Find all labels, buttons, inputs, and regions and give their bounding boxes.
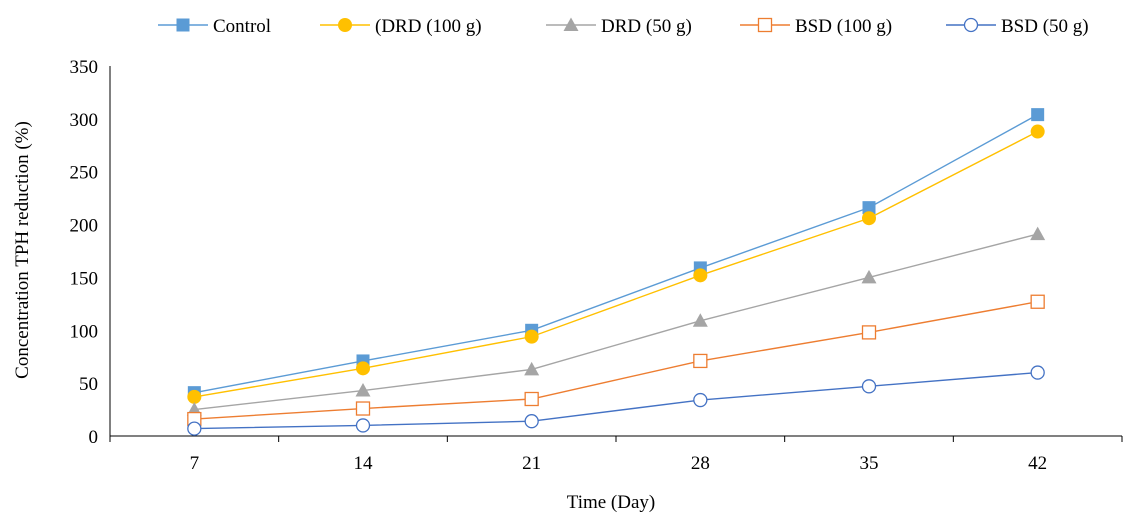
legend-label: (DRD (100 g) [375,16,482,37]
x-tick-label: 14 [354,453,374,474]
legend: Control (DRD (100 g) DRD (50 g) BSD (100 g)… [158,16,1089,37]
data-point [1031,108,1045,122]
series-line [194,130,1038,398]
legend-label: Control [213,16,271,37]
series-line [194,233,1038,411]
series-1 [187,124,1045,404]
series-line [194,371,1038,430]
data-point [524,361,540,376]
data-point [862,201,876,215]
legend-marker [338,18,352,32]
series-0 [187,108,1045,400]
data-point [693,392,708,408]
data-point [356,361,370,376]
data-point [524,329,539,344]
y-tick-label: 50 [79,374,98,395]
data-point [187,389,202,404]
data-point [355,418,371,433]
legend-marker [563,17,579,31]
series-line [194,114,1039,394]
y-axis-title: Concentration TPH reduction (%) [12,121,33,379]
data-point [187,421,202,436]
data-point [693,268,708,283]
data-point [862,211,876,226]
data-point [1030,124,1045,139]
x-tick-label: 35 [860,453,879,474]
data-point [355,401,371,416]
legend-marker [757,17,773,33]
series-4 [187,365,1045,436]
y-tick-label: 350 [70,57,99,78]
data-point [861,325,877,340]
legend-label: DRD (50 g) [601,16,692,37]
x-axis-ticks: 7 14 21 28 35 42 [109,436,1123,474]
x-tick-label: 21 [522,453,541,474]
data-point [693,353,708,369]
data-point [524,414,539,429]
x-tick-label: 28 [691,453,710,474]
y-tick-label: 150 [70,268,99,289]
series-line [194,301,1038,420]
data-point [1030,365,1045,380]
data-point [1030,226,1046,241]
data-point [692,313,708,327]
x-tick-label: 7 [190,453,200,474]
data-point [524,391,539,407]
y-tick-label: 300 [70,110,99,131]
legend-item-2: DRD (50 g) [546,16,692,37]
legend-item-4: BSD (50 g) [946,16,1089,37]
legend-marker [963,17,979,33]
x-axis-title: Time (Day) [567,492,656,513]
data-point [861,379,877,394]
legend-item-1: (DRD (100 g) [320,16,482,37]
y-tick-label: 100 [70,321,99,342]
data-point [1030,294,1045,309]
series-2 [186,226,1046,416]
series-3 [187,294,1045,427]
legend-label: BSD (50 g) [1001,16,1089,37]
series-group [186,108,1046,436]
data-point [355,383,371,397]
legend-label: BSD (100 g) [795,16,892,37]
data-point [861,269,877,284]
y-tick-label: 200 [70,216,99,237]
y-tick-label: 250 [70,163,99,184]
legend-item-0: Control [158,16,271,37]
y-axis-ticks: 0 50 100 150 200 250 300 350 [70,57,99,448]
x-tick-label: 42 [1028,453,1047,474]
legend-marker [176,18,190,32]
legend-item-3: BSD (100 g) [740,16,892,37]
y-tick-label: 0 [89,427,99,448]
